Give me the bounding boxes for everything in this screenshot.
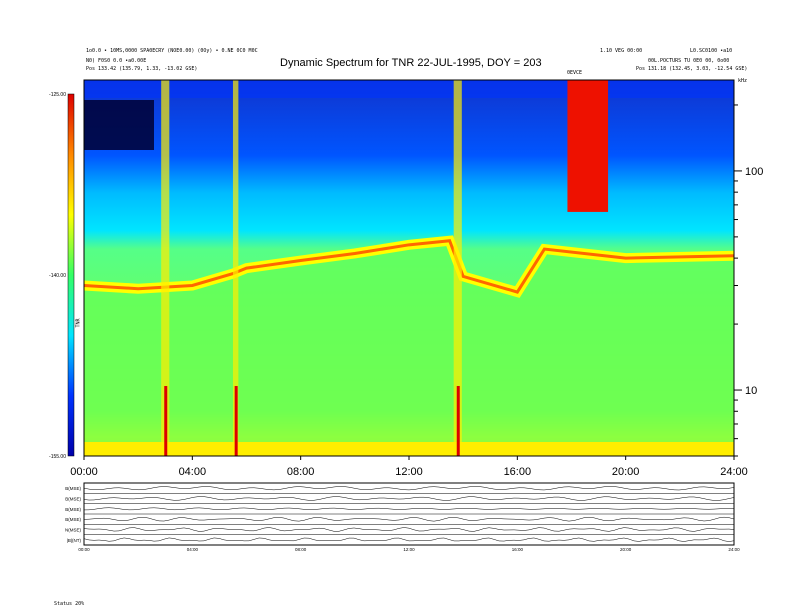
plasma-region <box>84 240 734 456</box>
timeseries-trace <box>83 496 735 501</box>
timeseries-trace <box>83 507 735 511</box>
y-tick-label: 10 <box>745 385 757 397</box>
timeseries-x-tick-label: 16:00 <box>512 547 524 552</box>
header-left-line1: 1o0.0 • 10MS,0000 SPA0ECRY (NOE0.00) (0O… <box>86 48 258 54</box>
radio-burst-0 <box>161 80 170 456</box>
timeseries-trace <box>83 486 735 491</box>
radio-burst-core-2 <box>456 386 460 456</box>
status-footer: Status 20% <box>54 601 85 607</box>
header-right-line1: L0.SC0100 •a10 <box>690 48 733 54</box>
timeseries-x-tick-label: 12:00 <box>403 547 415 552</box>
event-tag: 0EVCE <box>567 70 583 76</box>
timeseries-label: B(MSE) <box>65 517 81 522</box>
timeseries-x-tick-label: 00:00 <box>78 547 90 552</box>
radio-burst-2 <box>453 80 462 456</box>
timeseries-x-tick-label: 24:00 <box>728 547 740 552</box>
timeseries-trace <box>83 537 735 542</box>
x-tick-label: 16:00 <box>504 466 532 478</box>
y-tick-label: 100 <box>745 166 763 178</box>
header-right-line3: Pos 131.18 (132.45, 3.03, -12.54 GSE) <box>636 66 748 72</box>
timeseries-x-tick-label: 08:00 <box>295 547 307 552</box>
x-tick-label: 24:00 <box>720 466 748 478</box>
top-band <box>84 80 734 98</box>
timeseries-label: B(MSE) <box>65 486 81 491</box>
radio-burst-core-1 <box>234 386 238 456</box>
low-freq-strip <box>84 442 734 456</box>
timeseries-trace <box>83 527 735 532</box>
colorbar <box>67 93 75 457</box>
emission-band-red <box>83 239 735 294</box>
timeseries-label: N(MSE) <box>65 528 81 533</box>
y-unit-label: kHz <box>738 78 748 84</box>
colorbar-tick-label: -155.00 <box>49 454 66 460</box>
radio-burst-1 <box>232 80 239 456</box>
timeseries-label: B(MSE) <box>65 507 81 512</box>
header-left-line2: N0) F0S0 0.0 •a0.00E <box>86 58 147 64</box>
radio-burst-core-0 <box>164 386 168 456</box>
x-tick-label: 00:00 <box>70 466 98 478</box>
header-mid-right: 1.10 VEG 00:00 <box>600 48 643 54</box>
x-tick-label: 08:00 <box>287 466 315 478</box>
quiet-region-dark <box>84 100 154 150</box>
radio-burst-3 <box>567 80 609 212</box>
x-tick-label: 12:00 <box>395 466 423 478</box>
x-tick-label: 04:00 <box>179 466 207 478</box>
timeseries-label: B(MSE) <box>65 497 81 502</box>
chart-title: Dynamic Spectrum for TNR 22-JUL-1995, DO… <box>280 57 542 69</box>
colorbar-tick-label: -125.00 <box>49 92 66 98</box>
timeseries-x-tick-label: 20:00 <box>620 547 632 552</box>
timeseries-x-tick-label: 04:00 <box>187 547 199 552</box>
x-tick-label: 20:00 <box>612 466 640 478</box>
header-left-line3: Pos 133.42 (135.79, 1.33, -13.02 GSE) <box>86 66 198 72</box>
timeseries-label: |B|(NT) <box>67 538 82 543</box>
timeseries-trace <box>83 516 735 522</box>
colorbar-tick-label: -140.00 <box>49 273 66 279</box>
header-right-line2: 00L.POCTURS TU 0E0 00, 0o00 <box>648 58 730 64</box>
